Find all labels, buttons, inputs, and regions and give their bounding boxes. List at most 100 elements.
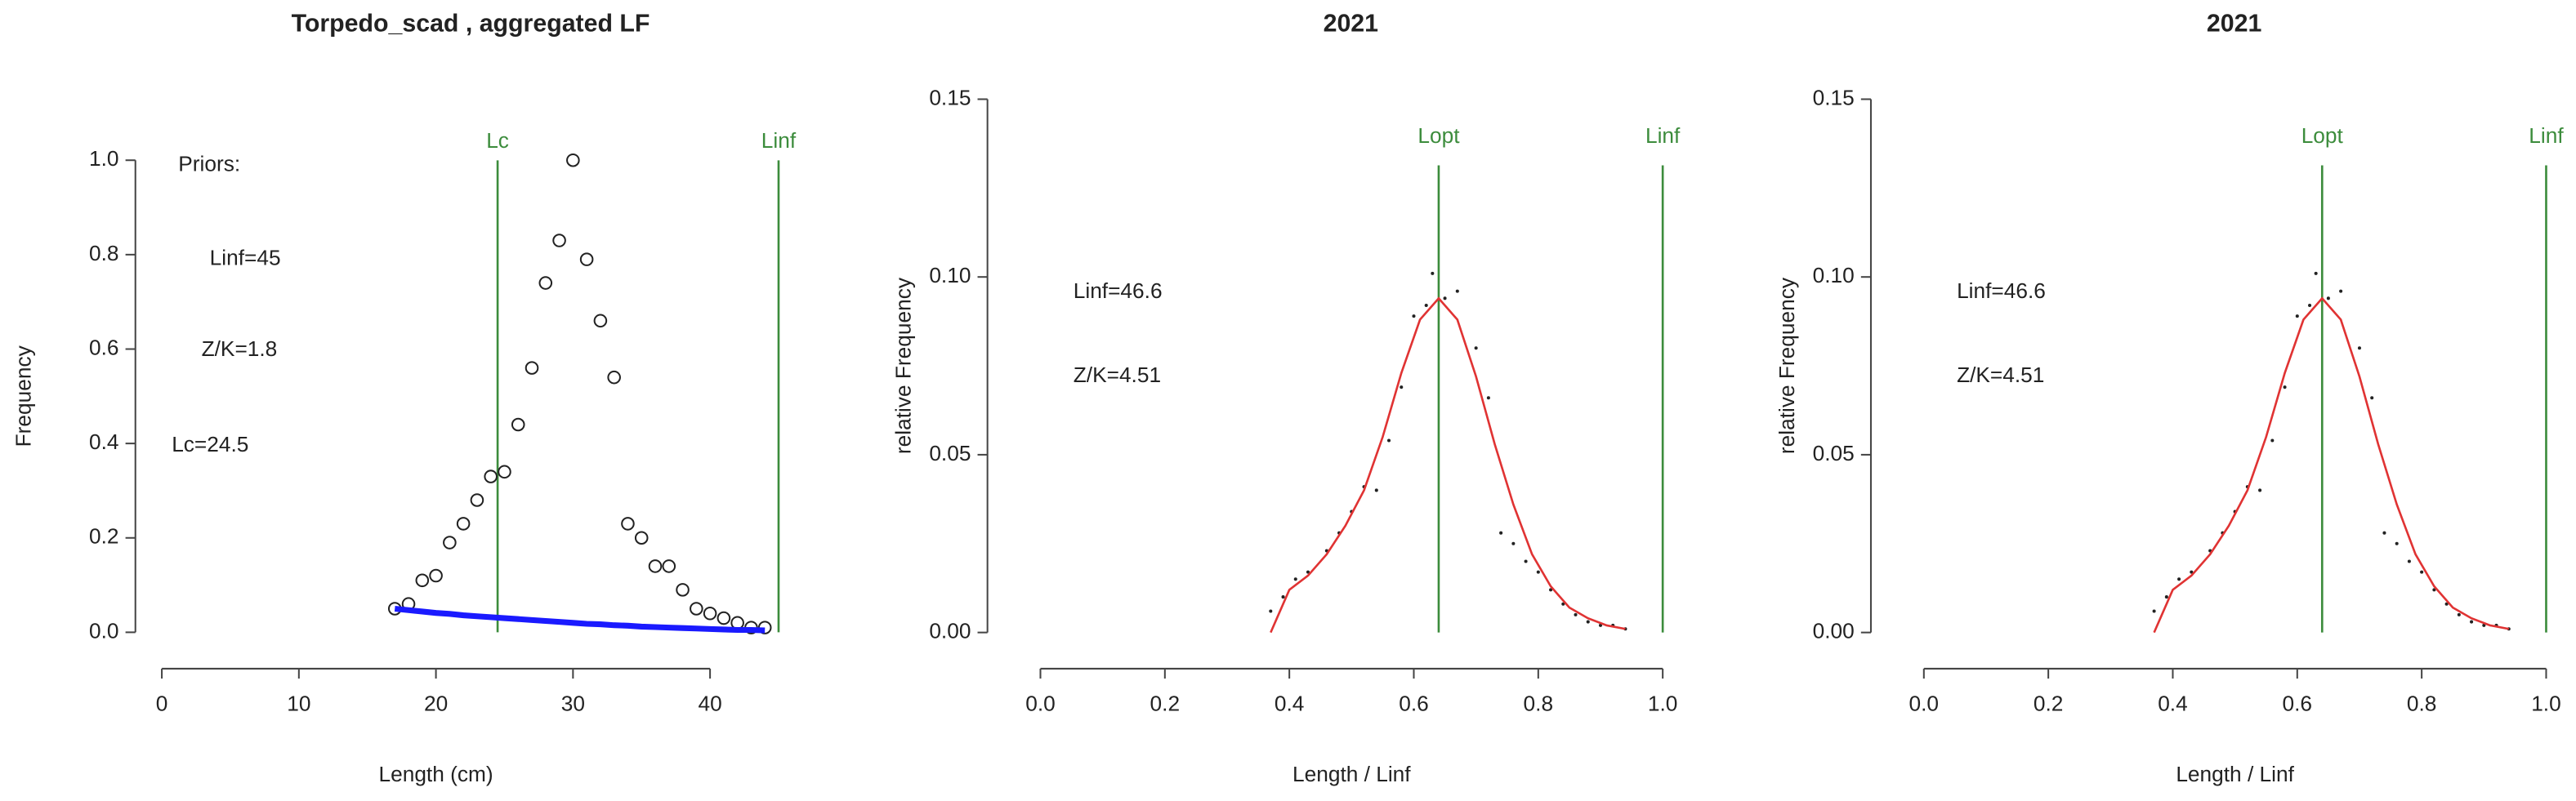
data-point [2457,612,2461,616]
x-tick-label: 0.2 [1150,691,1181,715]
data-point [703,606,717,621]
fit-line [2153,296,2510,634]
data-point [2444,602,2449,606]
x-tick-label: 20 [424,691,448,715]
data-point [662,559,676,573]
y-tick-label: 0.4 [89,429,119,454]
data-point [1524,559,1528,563]
y-tick-label: 0.2 [89,524,119,549]
x-tick-label: 0.2 [2034,691,2064,715]
data-point [2177,577,2181,581]
data-point [579,252,594,266]
x-tick-label: 0 [156,691,168,715]
annotation: Linf=46.6 [1957,278,2046,303]
data-point [1306,570,1310,574]
annotation: Linf=46.6 [1074,278,1163,303]
data-point [1431,271,1435,275]
y-axis-label: Frequency [11,345,35,447]
y-axis-label: relative Frequency [891,277,916,454]
data-point [2407,559,2411,563]
annotation: Z/K=4.51 [1957,363,2044,387]
data-point [443,536,457,550]
x-tick-label: 0.8 [2407,691,2437,715]
data-point [1293,577,1297,581]
data-point [1586,620,1590,624]
x-tick-label: 0.4 [1275,691,1305,715]
y-tick-label: 0.10 [929,263,971,287]
fit-line [394,605,766,634]
data-point [1424,304,1428,308]
data-point [634,531,649,545]
data-point [2270,438,2275,443]
chart-panel: 2021 Length / Linf relative Frequency 0.0 0.… [1775,11,2564,787]
data-point [690,602,703,616]
data-point [1536,570,1540,574]
fit-line [1270,296,1626,634]
data-point [470,493,484,507]
data-point [2382,531,2386,535]
reference-label: Linf [761,128,797,153]
chart-title: 2021 [2207,11,2261,38]
data-point [2339,289,2343,293]
data-point [2370,396,2374,400]
data-point [2420,570,2424,574]
data-point [456,517,471,531]
data-point [1374,488,1378,492]
x-tick-label: 0.4 [2158,691,2188,715]
data-point [2152,609,2156,613]
data-point [538,276,553,290]
data-point [415,573,430,588]
data-point [717,611,731,625]
annotation: Lc=24.5 [172,432,248,456]
data-point [498,465,511,479]
data-point [1412,314,1416,318]
data-point [2470,620,2474,624]
chart-panel: Torpedo_scad , aggregated LF Length (cm) F… [11,11,797,787]
data-point [2283,385,2287,389]
data-point [2258,488,2262,492]
data-point [2295,314,2299,318]
data-point [1511,541,1516,545]
data-point [1400,385,1404,389]
y-tick-label: 1.0 [89,146,119,171]
data-point [1281,595,1285,599]
y-tick-label: 0.00 [1813,619,1855,643]
x-tick-label: 0.6 [1399,691,1429,715]
chart-title: 2021 [1324,11,1378,38]
x-tick-label: 10 [287,691,310,715]
data-point [1499,531,1503,535]
data-point [2395,541,2399,545]
data-point [1486,396,1490,400]
data-point [429,568,443,583]
y-tick-label: 0.0 [89,618,119,643]
data-point [1269,609,1273,613]
y-tick-label: 0.15 [1813,85,1855,109]
reference-label: Lopt [1417,123,1460,148]
data-point [2432,588,2436,592]
data-point [1574,612,1578,616]
x-tick-label: 0.8 [1524,691,1554,715]
y-tick-label: 0.6 [89,335,119,359]
annotation: Priors: [178,151,240,176]
y-tick-label: 0.00 [929,619,971,643]
data-point [566,153,580,167]
data-point [484,469,498,483]
data-point [552,234,566,247]
reference-label: Lc [486,128,509,153]
y-tick-label: 0.05 [1813,441,1855,465]
data-point [2357,346,2361,350]
reference-label: Lopt [2301,123,2344,148]
chart-panel: 2021 Length / Linf relative Frequency 0.0 0.… [891,11,1681,787]
y-tick-label: 0.8 [89,241,119,265]
data-point [1455,289,1459,293]
data-point [2190,570,2194,574]
data-point [1549,588,1553,592]
data-point [511,417,525,432]
data-point [2164,595,2168,599]
x-axis-label: Length / Linf [2176,762,2294,786]
data-point [525,361,539,375]
data-point [2482,623,2486,627]
annotation: Linf=45 [210,246,281,270]
